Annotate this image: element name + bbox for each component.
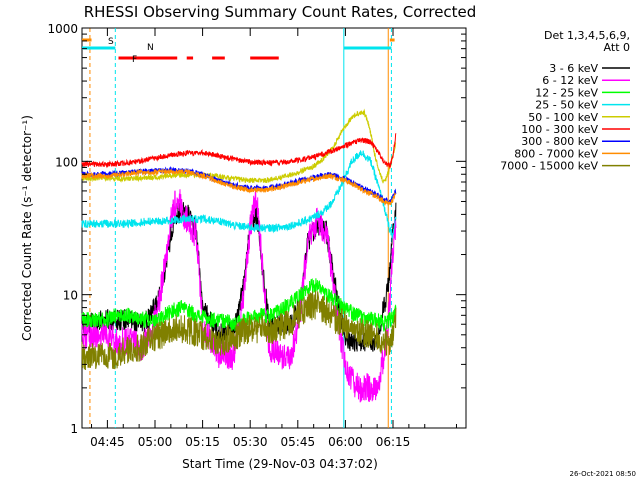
- flag-f-label: F: [132, 55, 137, 65]
- plot-frame-group: [81, 27, 467, 429]
- legend-entry: 100 - 300 keV: [521, 123, 630, 136]
- x-tick-label: 05:30: [233, 435, 268, 449]
- x-tick-label: 06:15: [376, 435, 411, 449]
- x-tick-label: 06:00: [328, 435, 363, 449]
- series-line-5: [81, 133, 397, 169]
- tick-group: 04:45 05:00 05:15 05:30 05:45 06:00 06:15 1 10 10…: [47, 22, 466, 449]
- series-line-8: [81, 290, 397, 371]
- series-line-4: [81, 108, 397, 184]
- legend-label: 25 - 50 keV: [535, 99, 598, 112]
- legend-entry: 7000 - 15000 keV: [500, 160, 630, 173]
- legend-label: 3 - 6 keV: [549, 62, 598, 75]
- plot-frame: [81, 27, 467, 429]
- legend-entry: 300 - 800 keV: [521, 135, 630, 148]
- legend-entry: 800 - 7000 keV: [514, 147, 630, 160]
- legend-entry: 50 - 100 keV: [528, 111, 630, 124]
- x-tick-label: 05:45: [281, 435, 316, 449]
- legend-entry: 3 - 6 keV: [549, 62, 630, 75]
- legend-entry: 25 - 50 keV: [535, 99, 630, 112]
- x-tick-label: 05:00: [138, 435, 173, 449]
- legend-label: 50 - 100 keV: [528, 111, 598, 124]
- legend-label: 12 - 25 keV: [535, 86, 598, 99]
- y-tick-label: 100: [55, 155, 78, 169]
- y-tick-label: 1000: [47, 22, 78, 36]
- legend-header-line-1: Det 1,3,4,5,6,9,: [544, 29, 630, 42]
- chart-title: RHESSI Observing Summary Count Rates, Co…: [84, 3, 477, 21]
- legend-entry: 6 - 12 keV: [542, 74, 630, 87]
- x-axis-label: Start Time (29-Nov-03 04:37:02): [182, 457, 378, 471]
- legend-entry: 12 - 25 keV: [535, 86, 630, 99]
- legend-label: 100 - 300 keV: [521, 123, 598, 136]
- y-tick-label: 10: [63, 289, 78, 303]
- legend-label: 6 - 12 keV: [542, 74, 598, 87]
- legend-header-line-2: Att 0: [604, 41, 630, 54]
- series-line-7: [81, 168, 397, 206]
- series-group: [81, 108, 397, 403]
- y-tick-label: 1: [70, 422, 78, 436]
- x-tick-label: 04:45: [90, 435, 125, 449]
- flag-n-label: N: [147, 43, 154, 53]
- flag-s-label: S: [108, 37, 114, 47]
- legend-label: 7000 - 15000 keV: [500, 160, 598, 173]
- legend-label: 300 - 800 keV: [521, 135, 598, 148]
- y-axis-label: Corrected Count Rate (s⁻¹ detector⁻¹): [20, 115, 34, 341]
- timestamp-label: 26-Oct-2021 08:50: [570, 470, 636, 478]
- x-tick-label: 05:15: [185, 435, 220, 449]
- legend-label: 800 - 7000 keV: [514, 147, 598, 160]
